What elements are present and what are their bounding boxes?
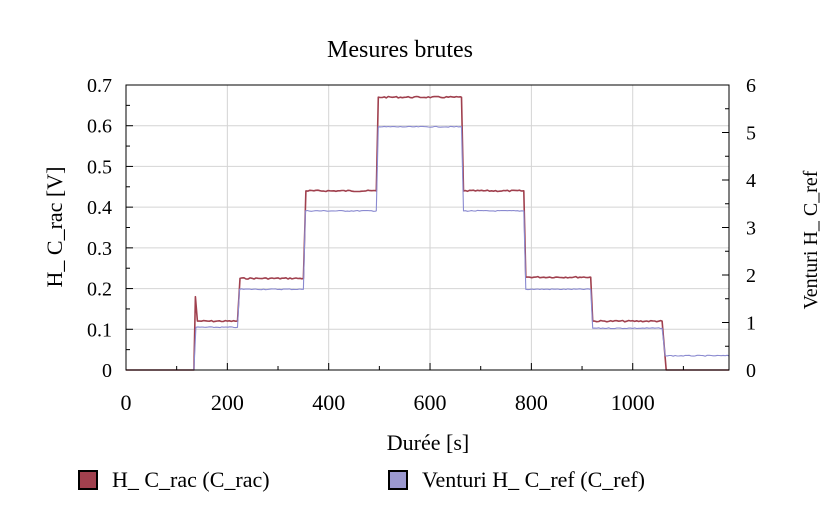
y-tick-label: 0.4	[87, 197, 112, 219]
y2-tick-label: 3	[746, 218, 756, 240]
x-tick-label: 200	[211, 390, 244, 415]
y2-tick-label: 2	[746, 265, 756, 287]
y2-tick-label: 1	[746, 313, 756, 335]
y-axis-left: 0 0.1 0.2 0.3 0.4 0.5 0.6 0.7	[87, 75, 133, 382]
x-tick-label: 400	[312, 390, 345, 415]
y-tick-label: 0.7	[87, 75, 112, 97]
y-axis-right: 0 1 2 3 4 5 6	[722, 75, 756, 382]
legend-swatch-c-ref	[388, 470, 408, 490]
y-tick-label: 0.1	[87, 319, 112, 341]
x-tick-label: 600	[414, 390, 447, 415]
series-line-c-rac	[126, 95, 729, 371]
legend-item-c-ref: Venturi H_ C_ref (C_ref)	[388, 466, 645, 494]
x-tick-label: 0	[121, 390, 132, 415]
y2-tick-label: 6	[746, 75, 756, 97]
legend-label-c-rac: H_ C_rac (C_rac)	[112, 467, 270, 492]
y-tick-label: 0	[102, 360, 112, 382]
legend-swatch-c-rac	[78, 470, 98, 490]
chart-title: Mesures brutes	[327, 37, 473, 63]
legend-label-c-ref: Venturi H_ C_ref (C_ref)	[422, 467, 645, 492]
x-tick-label: 800	[515, 390, 548, 415]
y-tick-label: 0.3	[87, 238, 112, 260]
y-tick-label: 0.6	[87, 116, 112, 138]
y2-tick-label: 0	[746, 360, 756, 382]
series-layer	[126, 95, 730, 371]
series-line-c-ref	[126, 125, 730, 371]
y-tick-label: 0.5	[87, 156, 112, 178]
x-tick-label: 1000	[611, 390, 655, 415]
y2-tick-label: 4	[746, 170, 756, 192]
x-axis-label: Durée [s]	[387, 430, 469, 455]
y-tick-label: 0.2	[87, 279, 112, 301]
x-axis: 0 200 400 600 800 1000	[121, 363, 684, 415]
grid	[126, 85, 729, 370]
y2-tick-label: 5	[746, 123, 756, 145]
y2-axis-label: Venturi H_ C_ref	[800, 170, 822, 309]
y-axis-label: H_ C_rac [V]	[42, 167, 67, 288]
legend-item-c-rac: H_ C_rac (C_rac)	[78, 466, 270, 494]
